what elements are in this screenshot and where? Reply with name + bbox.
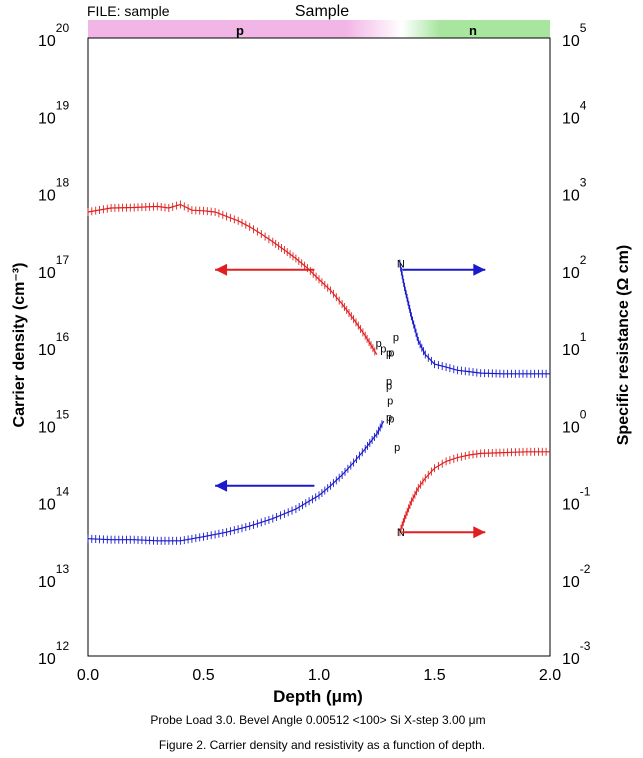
chart-title: Sample bbox=[295, 3, 349, 20]
y-left-tick-label: 1012 bbox=[38, 639, 69, 668]
junction-marker: p bbox=[386, 412, 392, 424]
series-line bbox=[399, 451, 550, 533]
y-left-tick-label: 1019 bbox=[38, 98, 69, 127]
y-axis-label-right: Specific resistance (Ω cm) bbox=[615, 245, 632, 445]
junction-marker: p bbox=[387, 396, 393, 408]
x-tick-label: 1.5 bbox=[423, 667, 445, 684]
left-axis: 1020 1019 1018 1017 1016 1015 1014 1013 1012 bbox=[38, 21, 69, 668]
x-tick-label: 0.0 bbox=[77, 667, 99, 684]
y-right-tick-label: 102 bbox=[562, 253, 587, 282]
junction-marker: p bbox=[376, 338, 382, 350]
x-tick-label: 0.5 bbox=[192, 667, 214, 684]
y-right-tick-label: 104 bbox=[562, 98, 587, 127]
junction-marker: p bbox=[388, 414, 394, 426]
x-axis-label: Depth (μm) bbox=[273, 687, 363, 706]
junction-marker: p bbox=[386, 381, 392, 393]
y-right-tick-label: 10-3 bbox=[562, 639, 591, 668]
junction-marker: p bbox=[380, 344, 386, 356]
y-right-tick-label: 105 bbox=[562, 21, 587, 50]
y-axis-label-left: Carrier density (cm⁻³) bbox=[11, 263, 28, 428]
region-label-n: n bbox=[469, 23, 477, 38]
region-bar bbox=[88, 20, 550, 38]
junction-marker: p bbox=[386, 348, 392, 360]
series-letter-marker: N bbox=[397, 527, 405, 539]
direction-arrow-head bbox=[473, 263, 486, 276]
y-right-tick-label: 10-2 bbox=[562, 562, 591, 591]
region-label-p: p bbox=[236, 23, 244, 38]
file-label: FILE: sample bbox=[87, 3, 170, 19]
y-right-tick-label: 101 bbox=[562, 330, 587, 359]
junction-marker: p bbox=[394, 442, 400, 454]
caption-line-1: Probe Load 3.0. Bevel Angle 0.00512 <100… bbox=[150, 713, 485, 727]
right-axis: 105 104 103 102 101 100 10-1 10-2 10-3 bbox=[562, 21, 591, 668]
y-left-tick-label: 1013 bbox=[38, 562, 69, 591]
caption-line-2: Figure 2. Carrier density and resistivit… bbox=[159, 738, 485, 752]
y-right-tick-label: 10-1 bbox=[562, 485, 591, 514]
y-left-tick-label: 1015 bbox=[38, 407, 69, 436]
direction-arrow-head bbox=[473, 526, 486, 539]
plot-area bbox=[87, 37, 551, 657]
direction-arrow-head bbox=[215, 263, 228, 276]
x-tick-label: 2.0 bbox=[539, 667, 561, 684]
y-left-tick-label: 1017 bbox=[38, 253, 69, 282]
y-left-tick-label: 1020 bbox=[38, 21, 69, 50]
junction-marker: p bbox=[388, 348, 394, 360]
junction-marker: p bbox=[393, 332, 399, 344]
arrow-layer bbox=[215, 263, 486, 539]
y-right-tick-label: 103 bbox=[562, 176, 587, 205]
series-line bbox=[87, 203, 378, 355]
x-tick-label: 1.0 bbox=[308, 667, 330, 684]
series-line bbox=[399, 263, 550, 375]
y-left-tick-label: 1014 bbox=[38, 485, 69, 514]
junction-marker: p bbox=[386, 376, 392, 388]
y-left-tick-label: 1018 bbox=[38, 176, 69, 205]
series-letter-marker: N bbox=[397, 259, 405, 271]
y-left-tick-label: 1016 bbox=[38, 330, 69, 359]
direction-arrow-head bbox=[215, 479, 228, 492]
y-right-tick-label: 100 bbox=[562, 407, 587, 436]
x-axis: 0.0 0.5 1.0 1.5 2.0 bbox=[77, 667, 561, 684]
